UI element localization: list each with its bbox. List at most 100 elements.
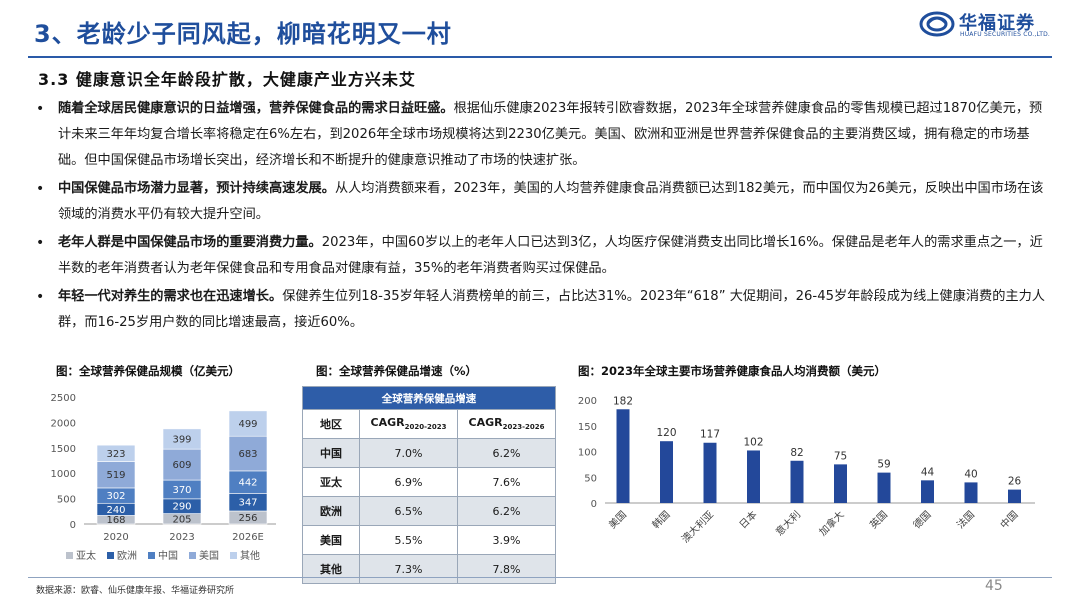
page-title: 3、老龄少子同风起，柳暗花明又一村	[34, 20, 452, 48]
data-label: 256	[238, 513, 257, 524]
bullet-item: 中国保健品市场潜力显著，预计持续高速发展。从人均消费额来看，2023年，美国的人…	[34, 176, 1054, 228]
legend-label: 其他	[240, 549, 260, 562]
stack-segment	[162, 428, 202, 450]
title-divider	[28, 56, 1052, 58]
stack-segment	[228, 410, 268, 437]
left-chart-title: 图：全球营养保健品规模（亿美元）	[56, 364, 240, 378]
x-tick-label: 美国	[606, 508, 629, 531]
table-cell: 其他	[302, 554, 360, 584]
data-label: 519	[106, 470, 125, 481]
bar	[660, 441, 673, 503]
page-number: 45	[985, 578, 1003, 594]
logo-english-text: HUAFU SECURITIES CO.,LTD.	[960, 31, 1051, 38]
bullet-text: 根据仙乐健康2023年报转引欧睿数据，2023年全球营养健康食品的零售规模已超过…	[58, 101, 1043, 168]
table-cell: 7.3%	[359, 554, 458, 584]
table-row: 欧洲 6.5% 6.2%	[302, 496, 556, 526]
data-label: 102	[743, 436, 763, 448]
table-cell: 3.9%	[457, 525, 556, 555]
bar	[877, 472, 891, 503]
legend-label: 中国	[158, 549, 178, 562]
legend-label: 美国	[199, 549, 219, 562]
x-tick-label: 2020	[103, 532, 128, 543]
table-cell: 6.2%	[457, 496, 556, 526]
table-cell: 欧洲	[302, 496, 360, 526]
x-tick-label: 澳大利亚	[679, 508, 716, 545]
legend-swatch	[189, 552, 196, 559]
table-cell: 6.2%	[457, 438, 556, 468]
data-label: 117	[700, 429, 720, 441]
y-tick-label: 1000	[51, 469, 76, 480]
bullet-text: 保健养生位列18-35岁年轻人消费榜单的前三，占比达31%。2023年“618”…	[58, 289, 1045, 330]
table-cell: 美国	[302, 525, 360, 555]
bar	[616, 409, 630, 503]
logo-text: 华福证券	[959, 13, 1035, 34]
bullet-item: 老年人群是中国保健品市场的重要消费力量。2023年，中国60岁以上的老年人口已达…	[34, 230, 1054, 282]
table-cell: 亚太	[302, 467, 360, 497]
legend-swatch	[230, 552, 237, 559]
table-caption: 全球营养保健品增速	[302, 386, 556, 410]
legend-label: 欧洲	[117, 550, 137, 562]
table-cell: 6.5%	[359, 496, 458, 526]
data-label: 168	[106, 515, 125, 526]
table-header-cell: CAGR2023-2026	[457, 409, 556, 439]
y-tick-label: 50	[584, 473, 597, 484]
y-tick-label: 1500	[51, 444, 76, 455]
bar	[747, 450, 760, 503]
bar	[1008, 489, 1021, 503]
stack-segment	[162, 448, 202, 481]
data-label: 290	[172, 502, 191, 513]
bullet-bold-lead: 中国保健品市场潜力显著，预计持续高速发展。	[58, 181, 335, 196]
bar	[790, 460, 804, 503]
data-label: 442	[238, 478, 257, 489]
y-tick-label: 2000	[51, 418, 76, 429]
y-tick-label: 0	[70, 520, 76, 531]
data-label: 182	[613, 395, 633, 407]
bullet-bold-lead: 老年人群是中国保健品市场的重要消费力量。	[58, 235, 322, 250]
y-tick-label: 100	[578, 448, 597, 459]
x-tick-label: 韩国	[649, 508, 672, 531]
x-tick-label: 英国	[867, 508, 890, 531]
table-row: 亚太 6.9% 7.6%	[302, 467, 556, 497]
bar	[703, 442, 717, 503]
bullet-bold-lead: 随着全球居民健康意识的日益增强，营养保健食品的需求日益旺盛。	[58, 101, 454, 116]
y-tick-label: 500	[57, 495, 76, 506]
bullet-bold-lead: 年轻一代对养生的需求也在迅速增长。	[58, 289, 283, 304]
data-label: 499	[238, 419, 257, 430]
stack-segment	[96, 444, 136, 462]
x-tick-label: 2026E	[232, 532, 264, 543]
table-cell: 7.0%	[359, 438, 458, 468]
x-tick-label: 2023	[169, 532, 194, 543]
data-label: 683	[238, 449, 257, 460]
per-capita-bar-chart: 0 50 100 150 200 182 美国 120 韩国 117 澳大利亚 102 日本 82 意大利 7…	[578, 395, 1035, 545]
table-header-cell: CAGR2020-2023	[359, 409, 458, 439]
legend-swatch	[107, 552, 114, 559]
bar	[834, 464, 847, 503]
y-tick-label: 150	[578, 422, 597, 433]
table-cell: 6.9%	[359, 467, 458, 497]
bullet-text: 从人均消费额来看，2023年，美国的人均营养健康食品消费额已达到182美元，而中…	[58, 181, 1044, 222]
data-label: 44	[921, 466, 935, 478]
table-header-cell: 地区	[302, 409, 360, 439]
table-row: 其他 7.3% 7.8%	[302, 554, 556, 584]
data-label: 205	[172, 514, 191, 525]
data-label: 323	[106, 449, 125, 460]
x-tick-label: 德国	[910, 508, 933, 531]
footer-divider	[28, 577, 1052, 578]
data-label: 82	[790, 447, 803, 459]
bar	[964, 482, 978, 503]
legend-swatch	[148, 552, 155, 559]
y-tick-label: 0	[591, 499, 597, 510]
bullet-list: 随着全球居民健康意识的日益增强，营养保健食品的需求日益旺盛。根据仙乐健康2023…	[34, 96, 1054, 338]
x-tick-label: 中国	[997, 508, 1020, 531]
section-subtitle: 3.3 健康意识全年龄段扩散，大健康产业方兴未艾	[38, 70, 416, 89]
data-label: 347	[238, 498, 257, 509]
data-label: 370	[172, 485, 191, 496]
bar	[921, 480, 934, 503]
data-label: 302	[106, 491, 125, 502]
data-label: 75	[834, 450, 847, 462]
company-logo-icon	[919, 11, 955, 37]
table-header-row: 地区 CAGR2020-2023 CAGR2023-2026	[302, 409, 556, 439]
y-tick-label: 2500	[51, 393, 76, 404]
table-cell: 7.8%	[457, 554, 556, 584]
